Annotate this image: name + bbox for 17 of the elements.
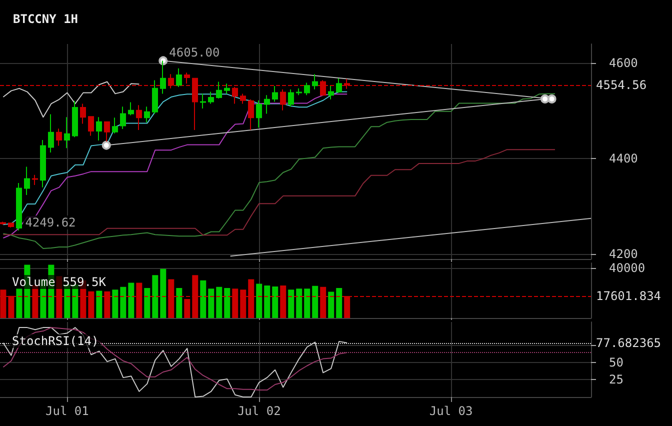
- y-tick-label: 40000: [609, 261, 646, 275]
- annotation: StochRSI(14): [12, 334, 99, 348]
- y-tick-label: 4400: [609, 152, 638, 166]
- x-tick-label: Jul 01: [46, 404, 89, 418]
- x-tick-label: Jul 02: [237, 404, 281, 418]
- annotation: Volume 559.5K: [12, 275, 107, 289]
- ref-line-label: 17601.834: [596, 289, 662, 303]
- annotation: 4605.00: [169, 46, 220, 60]
- chart-title: BTCCNY 1H: [13, 12, 78, 26]
- y-tick-label: 50: [609, 355, 624, 370]
- annotation: 4249.62: [25, 216, 76, 230]
- ref-line-label: 77.682365: [596, 336, 662, 350]
- y-tick-label: 25: [609, 372, 624, 387]
- y-tick-label: 4600: [609, 56, 638, 70]
- x-tick-label: Jul 03: [429, 404, 473, 418]
- y-tick-label: 4200: [609, 247, 638, 262]
- ref-line-label: 4554.56: [596, 78, 647, 92]
